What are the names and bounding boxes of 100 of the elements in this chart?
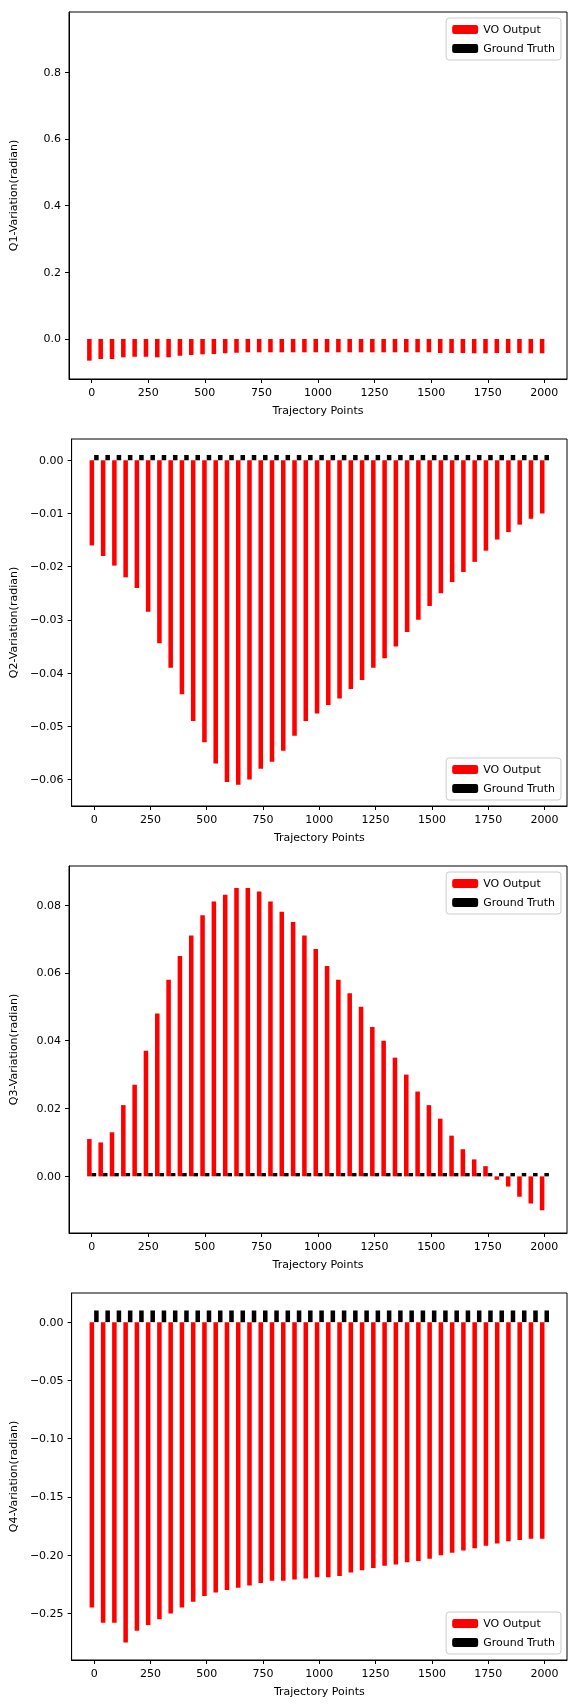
bar [87,1139,92,1177]
bar [476,1172,481,1177]
bar [318,1172,323,1177]
y-tick-label: 0.04 [36,1034,61,1048]
x-tick-label: 1500 [417,386,446,399]
x-tick-label: 1750 [473,386,502,399]
bar [431,1172,436,1177]
y-tick-label: −0.05 [29,719,64,733]
x-tick-label: 0 [88,1240,96,1253]
x-tick-label: 1000 [305,813,334,826]
y-tick-label: −0.25 [29,1606,64,1620]
bar [98,1142,103,1177]
y-axis-title: Q1-Variation(radian) [7,139,20,252]
x-tick-label: 1000 [305,1667,334,1680]
x-tick-label: 1500 [417,1240,446,1253]
y-tick-label: −0.06 [29,772,64,786]
bar [155,1013,160,1177]
bar [494,1176,500,1180]
legend-label: Ground Truth [483,42,556,55]
y-axis-title: Q4-Variation(radian) [7,1420,20,1533]
x-tick-label: 0 [88,386,96,399]
bar [132,1084,137,1177]
x-axis-title: Trajectory Points [271,1258,364,1271]
x-tick-label: 2000 [530,1667,559,1680]
bar [336,979,341,1177]
bar [284,1172,289,1177]
x-tick-label: 2000 [530,386,559,399]
y-tick-label: 0.00 [39,453,64,467]
y-tick-label: −0.03 [29,613,64,627]
bar [465,1172,470,1177]
bar [505,1176,511,1187]
bar [216,1172,221,1177]
x-tick-label: 250 [137,386,159,399]
x-tick-label: 2000 [530,813,559,826]
y-tick-label: 0.06 [36,966,61,980]
y-tick-label: −0.20 [29,1548,64,1562]
bar [166,979,171,1177]
bar [313,949,318,1177]
bar [295,1172,300,1177]
y-tick-label: 0.00 [36,1169,61,1183]
y-axis-title: Q3-Variation(radian) [7,993,20,1106]
bar [483,1166,488,1177]
y-tick-label: −0.10 [29,1432,64,1446]
x-tick-label: 500 [196,1667,218,1680]
x-tick-label: 750 [250,386,272,399]
x-tick-label: 1750 [474,813,503,826]
bar [533,1172,538,1177]
x-tick-label: 0 [90,813,98,826]
y-tick-label: −0.01 [29,506,64,520]
bar [227,1172,232,1177]
x-axis-title: Trajectory Points [272,1685,365,1698]
bar [415,1091,420,1177]
x-tick-label: 1500 [417,1667,446,1680]
y-tick-label: −0.02 [29,560,64,574]
y-axis-title: Q2-Variation(radian) [7,566,20,679]
y-tick-label: 0.00 [39,1315,64,1329]
x-tick-label: 1250 [361,813,390,826]
bar [148,1172,153,1177]
bar [544,1172,549,1177]
bar [329,1172,334,1177]
x-axis-title: Trajectory Points [272,831,365,844]
x-tick-label: 0 [90,1667,98,1680]
y-tick-label: −0.04 [29,666,64,680]
bar [449,1135,454,1177]
x-tick-label: 1250 [360,386,389,399]
x-tick-label: 1500 [417,813,446,826]
bar [302,935,307,1177]
x-tick-label: 750 [252,813,274,826]
bar [261,1172,266,1177]
x-tick-label: 1000 [304,1240,332,1253]
x-tick-label: 1250 [360,1240,389,1253]
y-tick-label: 0.6 [43,132,61,146]
x-tick-label: 2000 [530,1240,559,1253]
y-tick-label: −0.05 [29,1373,64,1387]
x-tick-label: 250 [139,1667,161,1680]
x-tick-label: 1250 [361,1667,390,1680]
x-tick-label: 500 [194,386,216,399]
x-tick-label: 500 [196,813,218,826]
bar [268,901,273,1177]
bar [188,935,194,1177]
legend-label: Ground Truth [483,782,556,795]
x-tick-label: 250 [139,813,161,826]
bar [250,1172,255,1177]
x-tick-label: 1750 [473,1240,502,1253]
y-tick-label: 0.02 [36,1102,61,1116]
y-tick-label: −0.15 [29,1490,64,1504]
legend-label: VO Output [483,763,542,776]
bar [121,1105,126,1177]
x-tick-label: 500 [194,1240,216,1253]
y-tick-label: 0.8 [43,65,61,79]
legend-label: VO Output [483,1617,542,1630]
bar [397,1172,402,1177]
x-tick-label: 750 [252,1667,274,1680]
legend-label: VO Output [483,877,542,890]
x-tick-label: 250 [137,1240,159,1253]
legend-label: Ground Truth [483,1636,556,1649]
y-tick-label: 0.4 [43,199,61,213]
legend-label: VO Output [483,23,542,36]
bar [114,1172,119,1177]
bar [347,993,352,1177]
